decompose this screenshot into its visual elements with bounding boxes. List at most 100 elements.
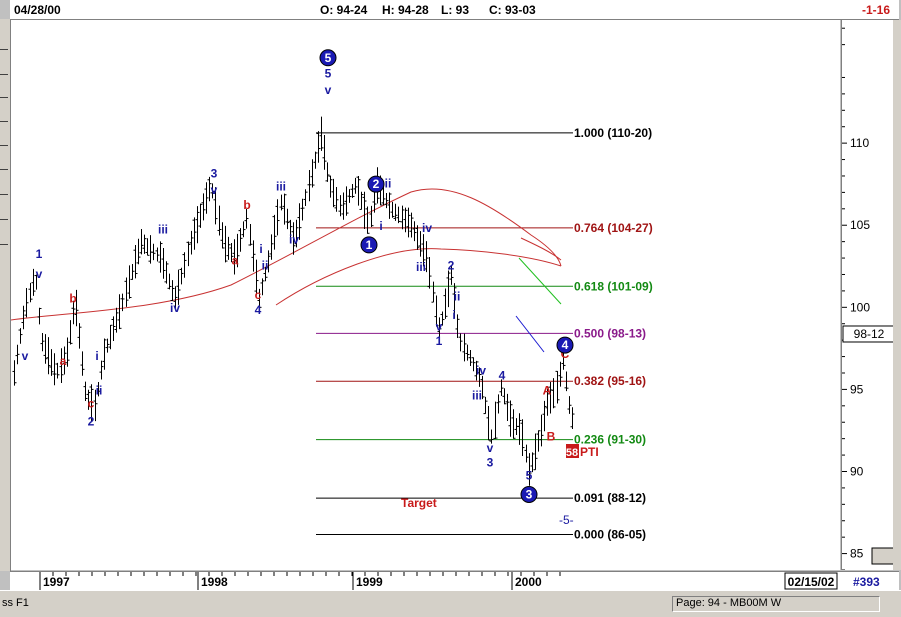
pti-badge-box <box>566 444 579 458</box>
ma-long <box>10 188 562 321</box>
strip-tick <box>0 219 8 220</box>
price-marker: 98-12 <box>854 327 885 341</box>
wave-label: v <box>36 267 43 281</box>
footer-count: #393 <box>853 575 880 589</box>
wave-label: iv <box>422 221 432 235</box>
annotations: Target -5- 58 PTI <box>401 444 599 527</box>
moving-averages <box>10 188 562 321</box>
wave-label: c <box>88 396 95 410</box>
wave-label: i <box>259 242 262 256</box>
wave-label: 1 <box>36 247 43 261</box>
y-tick-label: 105 <box>850 218 870 232</box>
wave-label: 4 <box>499 369 506 383</box>
x-year-label: 1998 <box>201 575 228 589</box>
strip-tick <box>0 49 8 50</box>
wave-label: 1 <box>436 334 443 348</box>
strip-tick <box>0 244 8 245</box>
wave-label: C <box>561 347 570 361</box>
y-tick-label: 85 <box>850 547 864 561</box>
y-axis: 85 90 95 100 105 110 98-12 <box>841 20 900 571</box>
wave-label: ii <box>385 176 392 190</box>
header-date: 04/28/00 <box>14 3 61 17</box>
ma-short <box>520 237 562 261</box>
wave-label: ii <box>262 259 269 273</box>
x-axis-svg: 1997 1998 1999 2000 02/15/02 #393 <box>39 572 880 590</box>
y-tick-label: 110 <box>850 136 869 150</box>
chart-plot-area[interactable]: 1.000 (110-20) 0.764 (104-27) 0.618 (101-0… <box>10 20 840 570</box>
y-tick-label: 95 <box>850 382 864 396</box>
wave-label: ii <box>96 383 103 397</box>
wave-circle <box>556 336 574 354</box>
wave-label: i <box>452 308 455 322</box>
fib-label: 0.500 (98-13) <box>574 326 646 340</box>
ma-mid <box>275 248 562 306</box>
wave-circle-label: 4 <box>562 338 569 352</box>
wave-label: A <box>543 383 552 397</box>
header-low: L: 93 <box>441 3 470 17</box>
wave-label: v <box>325 83 332 97</box>
wave-label: iii <box>416 260 426 274</box>
help-hint: ss F1 <box>2 597 29 609</box>
wave-label: 5 <box>325 66 332 80</box>
left-scroll-strip[interactable] <box>0 19 11 571</box>
strip-tick <box>0 194 8 195</box>
x-year-label: 1997 <box>43 575 70 589</box>
x-year-label: 1999 <box>356 575 383 589</box>
header-bar: 04/28/00 O: 94-24 H: 94-28 L: 93 C: 93-0… <box>10 0 899 20</box>
fib-label: 0.382 (95-16) <box>574 374 646 388</box>
price-bars <box>12 116 575 486</box>
wave-circle-label: 1 <box>366 238 373 252</box>
wave-label: a <box>60 354 67 368</box>
wave-label: i <box>95 349 98 363</box>
wave-label: b <box>69 291 76 305</box>
wave-label: c <box>255 288 262 302</box>
wave-circle-label: 3 <box>526 487 533 501</box>
wave-label: v <box>22 349 29 363</box>
fib-label: 0.618 (101-09) <box>574 279 653 293</box>
wave-label: iii <box>158 222 168 236</box>
fib-label: 0.091 (88-12) <box>574 491 646 505</box>
wave-label: 4 <box>255 303 262 317</box>
pti-text: PTI <box>580 445 599 459</box>
y-axis-svg: 85 90 95 100 105 110 98-12 <box>842 27 896 571</box>
trend-line-green <box>518 257 562 305</box>
wave-circle <box>360 236 378 254</box>
y-tick-label: 100 <box>850 300 870 314</box>
wave-label: 3 <box>487 456 494 470</box>
strip-tick <box>0 169 8 170</box>
wave-circle-label: 5 <box>325 51 332 65</box>
header-close: C: 93-03 <box>489 3 536 17</box>
wave-label: iv <box>289 232 299 246</box>
price-chart[interactable]: 1.000 (110-20) 0.764 (104-27) 0.618 (101-0… <box>10 20 840 570</box>
wave-label: 2 <box>448 259 455 273</box>
y-tick-label: 90 <box>850 464 864 478</box>
header-high: H: 94-28 <box>382 3 429 17</box>
trend-line-blue <box>515 315 545 353</box>
header-open: O: 94-24 <box>320 3 368 17</box>
pti-badge: 58 <box>566 447 578 459</box>
bottom-marker: -5- <box>559 513 574 527</box>
wave-label: 5 <box>526 469 533 483</box>
fib-label: 0.000 (86-05) <box>574 528 646 542</box>
wave-label: a <box>232 254 239 268</box>
status-bar: ss F1 Page: 94 - MB00M W <box>0 590 901 617</box>
fib-label: 0.236 (91-30) <box>574 433 646 447</box>
wave-label: v <box>436 319 443 333</box>
header-change: -1-16 <box>862 3 891 17</box>
wave-circle-label: 2 <box>373 177 380 191</box>
trend-lines <box>515 257 562 353</box>
x-axis: 1997 1998 1999 2000 02/15/02 #393 <box>10 571 899 590</box>
wave-label: v <box>487 441 494 455</box>
right-scroll-strip[interactable] <box>893 20 901 570</box>
page-label: Page: 94 - MB00M W <box>672 596 880 612</box>
wave-circle <box>520 485 538 503</box>
fib-levels: 1.000 (110-20) 0.764 (104-27) 0.618 (101-0… <box>316 126 653 542</box>
wave-label: 2 <box>88 415 95 429</box>
wave-label: iii <box>472 388 482 402</box>
wave-label: iv <box>476 364 486 378</box>
wave-circle <box>319 49 337 67</box>
wave-label: i <box>379 219 382 233</box>
target-label: Target <box>401 496 437 510</box>
wave-label: iv <box>170 301 180 315</box>
